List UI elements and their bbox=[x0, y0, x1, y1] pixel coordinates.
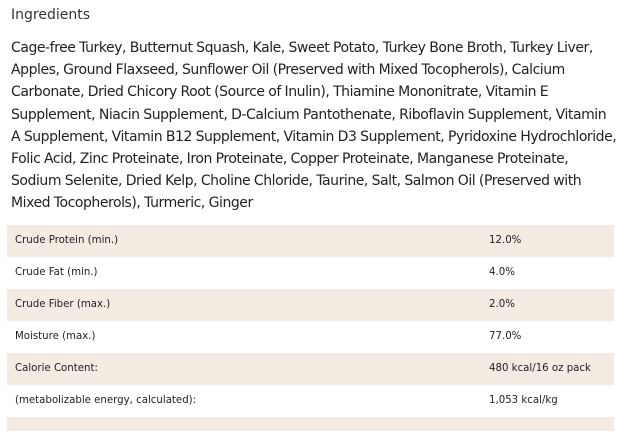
row-label: Crude Protein (min.) bbox=[15, 235, 119, 246]
row-label: Crude Fat (min.) bbox=[15, 267, 98, 278]
table-row: Crude Fat (min.) 4.0% bbox=[7, 257, 614, 289]
row-value: 4.0% bbox=[489, 267, 515, 278]
row-label: Moisture (max.) bbox=[15, 331, 96, 342]
table-row: Moisture (max.) 77.0% bbox=[7, 321, 614, 353]
table-row: (metabolizable energy, calculated): 1,05… bbox=[7, 385, 614, 417]
row-label: Crude Fiber (max.) bbox=[15, 299, 111, 310]
row-value: 1,053 kcal/kg bbox=[489, 395, 558, 406]
table-row-empty bbox=[7, 417, 614, 431]
table-row: Calorie Content: 480 kcal/16 oz pack bbox=[7, 353, 614, 385]
row-value: 12.0% bbox=[489, 235, 522, 246]
ingredients-heading: Ingredients bbox=[11, 7, 90, 23]
table-row: Crude Protein (min.) 12.0% bbox=[7, 225, 614, 257]
row-value: 77.0% bbox=[489, 331, 522, 342]
row-label: (metabolizable energy, calculated): bbox=[15, 395, 197, 406]
table-row: Crude Fiber (max.) 2.0% bbox=[7, 289, 614, 321]
guaranteed-analysis-table: Crude Protein (min.) 12.0% Crude Fat (mi… bbox=[7, 225, 614, 431]
row-value: 480 kcal/16 oz pack bbox=[489, 363, 591, 374]
row-label: Calorie Content: bbox=[15, 363, 98, 374]
ingredients-list: Cage-free Turkey, Butternut Squash, Kale… bbox=[11, 40, 617, 212]
row-value: 2.0% bbox=[489, 299, 515, 310]
